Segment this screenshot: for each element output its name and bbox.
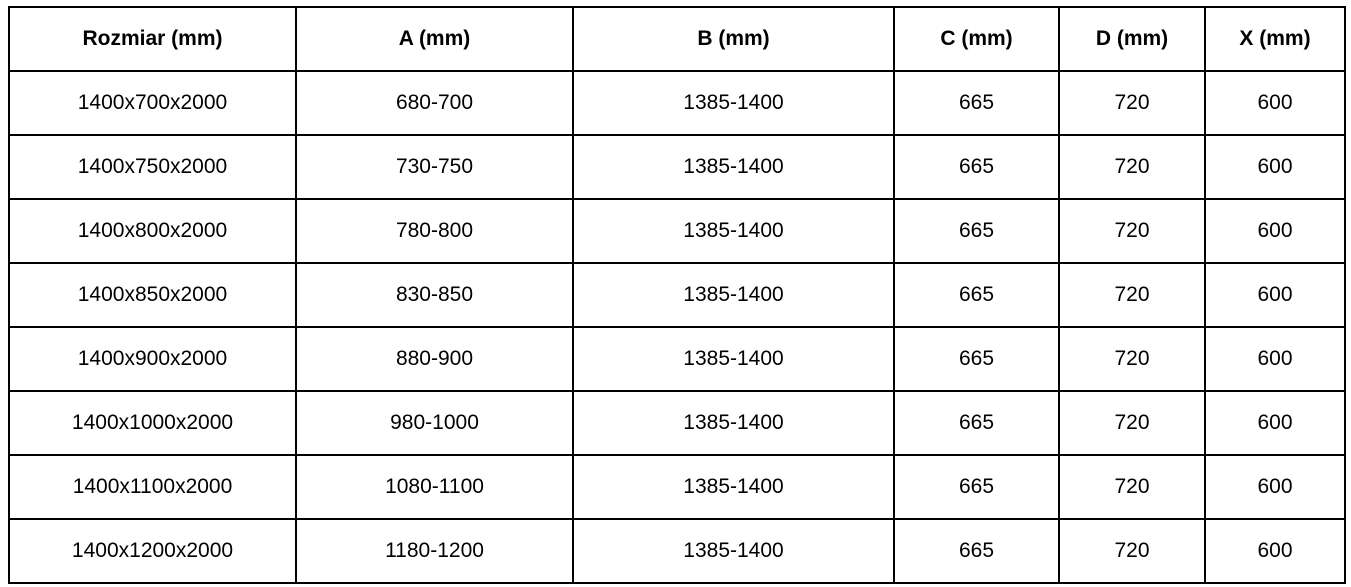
cell-rozmiar: 1400x1000x2000 (8, 390, 297, 456)
cell-d: 720 (1058, 390, 1206, 456)
cell-a: 730-750 (295, 134, 574, 200)
cell-b: 1385-1400 (572, 134, 895, 200)
size-spec-table: Rozmiar (mm) A (mm) B (mm) C (mm) D (mm) X (m… (8, 6, 1346, 584)
cell-d: 720 (1058, 134, 1206, 200)
cell-c: 665 (893, 198, 1060, 264)
cell-c: 665 (893, 326, 1060, 392)
cell-c: 665 (893, 134, 1060, 200)
cell-c: 665 (893, 390, 1060, 456)
column-header-a: A (mm) (295, 6, 574, 72)
cell-c: 665 (893, 262, 1060, 328)
cell-c: 665 (893, 70, 1060, 136)
cell-x: 600 (1204, 454, 1346, 520)
table-row: 1400x1200x2000 1180-1200 1385-1400 665 720 60… (8, 518, 1346, 584)
cell-b: 1385-1400 (572, 198, 895, 264)
cell-b: 1385-1400 (572, 262, 895, 328)
cell-d: 720 (1058, 70, 1206, 136)
cell-d: 720 (1058, 454, 1206, 520)
cell-rozmiar: 1400x1100x2000 (8, 454, 297, 520)
cell-a: 780-800 (295, 198, 574, 264)
table-row: 1400x750x2000 730-750 1385-1400 665 720 600 (8, 134, 1346, 200)
cell-d: 720 (1058, 518, 1206, 584)
column-header-x: X (mm) (1204, 6, 1346, 72)
column-header-d: D (mm) (1058, 6, 1206, 72)
table-header: Rozmiar (mm) A (mm) B (mm) C (mm) D (mm) X (m… (8, 6, 1346, 72)
table-row: 1400x800x2000 780-800 1385-1400 665 720 600 (8, 198, 1346, 264)
cell-b: 1385-1400 (572, 454, 895, 520)
cell-x: 600 (1204, 134, 1346, 200)
cell-x: 600 (1204, 198, 1346, 264)
cell-a: 1080-1100 (295, 454, 574, 520)
table-body: 1400x700x2000 680-700 1385-1400 665 720 600 14… (8, 70, 1346, 584)
cell-a: 1180-1200 (295, 518, 574, 584)
column-header-rozmiar: Rozmiar (mm) (8, 6, 297, 72)
cell-x: 600 (1204, 390, 1346, 456)
cell-a: 680-700 (295, 70, 574, 136)
cell-a: 830-850 (295, 262, 574, 328)
cell-d: 720 (1058, 262, 1206, 328)
cell-rozmiar: 1400x800x2000 (8, 198, 297, 264)
cell-b: 1385-1400 (572, 390, 895, 456)
cell-x: 600 (1204, 518, 1346, 584)
cell-b: 1385-1400 (572, 518, 895, 584)
cell-rozmiar: 1400x750x2000 (8, 134, 297, 200)
table-row: 1400x900x2000 880-900 1385-1400 665 720 600 (8, 326, 1346, 392)
table-row: 1400x850x2000 830-850 1385-1400 665 720 600 (8, 262, 1346, 328)
column-header-c: C (mm) (893, 6, 1060, 72)
cell-x: 600 (1204, 326, 1346, 392)
cell-x: 600 (1204, 262, 1346, 328)
cell-rozmiar: 1400x850x2000 (8, 262, 297, 328)
table-row: 1400x700x2000 680-700 1385-1400 665 720 600 (8, 70, 1346, 136)
cell-c: 665 (893, 454, 1060, 520)
cell-c: 665 (893, 518, 1060, 584)
cell-rozmiar: 1400x700x2000 (8, 70, 297, 136)
cell-b: 1385-1400 (572, 70, 895, 136)
cell-x: 600 (1204, 70, 1346, 136)
cell-d: 720 (1058, 326, 1206, 392)
header-row: Rozmiar (mm) A (mm) B (mm) C (mm) D (mm) X (m… (8, 6, 1346, 72)
column-header-b: B (mm) (572, 6, 895, 72)
cell-rozmiar: 1400x900x2000 (8, 326, 297, 392)
cell-b: 1385-1400 (572, 326, 895, 392)
table-row: 1400x1000x2000 980-1000 1385-1400 665 720 600 (8, 390, 1346, 456)
cell-a: 880-900 (295, 326, 574, 392)
cell-rozmiar: 1400x1200x2000 (8, 518, 297, 584)
cell-d: 720 (1058, 198, 1206, 264)
cell-a: 980-1000 (295, 390, 574, 456)
table-row: 1400x1100x2000 1080-1100 1385-1400 665 720 60… (8, 454, 1346, 520)
